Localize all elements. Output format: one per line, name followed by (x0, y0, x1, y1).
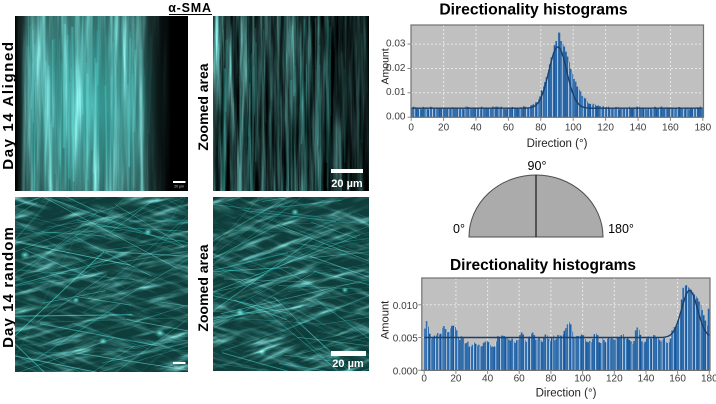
svg-text:20: 20 (438, 123, 450, 134)
svg-text:100: 100 (565, 123, 582, 134)
svg-text:140: 140 (630, 123, 647, 134)
svg-text:180: 180 (694, 123, 711, 134)
svg-text:20: 20 (450, 374, 462, 385)
svg-text:80: 80 (535, 123, 547, 134)
svg-text:180: 180 (701, 374, 716, 385)
svg-text:80: 80 (545, 374, 557, 385)
svg-text:160: 160 (662, 123, 679, 134)
svg-text:Direction (°): Direction (°) (527, 138, 588, 150)
svg-text:20 µm: 20 µm (174, 185, 184, 189)
svg-text:0: 0 (408, 123, 414, 134)
svg-text:40: 40 (470, 123, 482, 134)
svg-text:60: 60 (503, 123, 515, 134)
svg-text:20 µm: 20 µm (174, 366, 184, 370)
svg-text:180°: 180° (608, 222, 634, 236)
svg-text:20 µm: 20 µm (332, 358, 364, 370)
svg-text:Directionality histograms: Directionality histograms (439, 2, 628, 19)
svg-text:0.03: 0.03 (386, 39, 406, 50)
svg-text:120: 120 (597, 123, 614, 134)
svg-text:140: 140 (638, 374, 655, 385)
svg-text:0°: 0° (453, 222, 465, 236)
svg-text:0.00: 0.00 (386, 112, 406, 123)
svg-text:90°: 90° (528, 159, 547, 173)
svg-text:0.005: 0.005 (393, 334, 418, 345)
svg-text:0.010: 0.010 (393, 301, 418, 312)
svg-text:40: 40 (482, 374, 494, 385)
svg-text:120: 120 (606, 374, 623, 385)
svg-text:Directionality histograms: Directionality histograms (450, 257, 636, 274)
svg-text:100: 100 (574, 374, 591, 385)
svg-text:0.000: 0.000 (393, 366, 418, 377)
svg-text:Amount: Amount (380, 300, 392, 339)
svg-text:0.01: 0.01 (386, 87, 406, 98)
svg-text:160: 160 (669, 374, 686, 385)
svg-text:Amount: Amount (380, 48, 392, 84)
svg-text:0.02: 0.02 (386, 63, 406, 74)
svg-text:60: 60 (514, 374, 526, 385)
svg-text:20 µm: 20 µm (331, 178, 363, 190)
svg-text:0: 0 (421, 374, 427, 385)
svg-text:Direction (°): Direction (°) (536, 388, 597, 400)
